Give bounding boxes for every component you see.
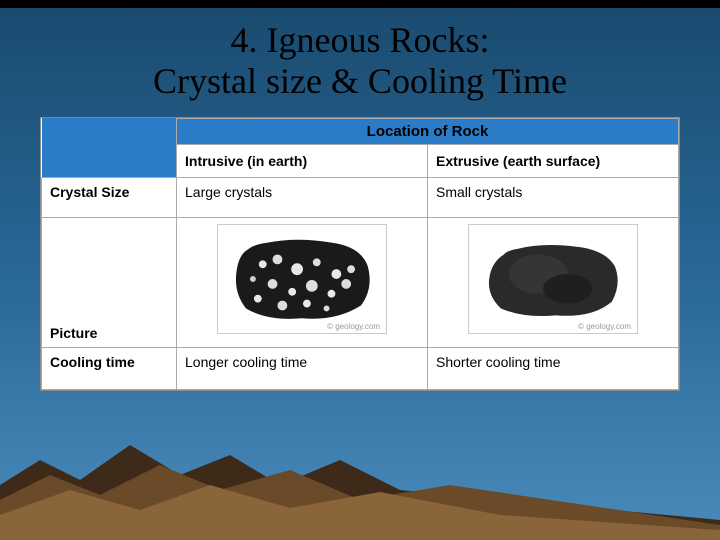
basalt-rock-icon: © geology.com bbox=[468, 224, 638, 334]
mountain-decoration-icon bbox=[0, 430, 720, 540]
column-extrusive: Extrusive (earth surface) bbox=[428, 144, 679, 177]
cell-crystal-intrusive: Large crystals bbox=[177, 177, 428, 217]
column-intrusive: Intrusive (in earth) bbox=[177, 144, 428, 177]
cell-cooling-intrusive: Longer cooling time bbox=[177, 347, 428, 389]
image-credit: © geology.com bbox=[578, 322, 631, 331]
table-corner-blank2 bbox=[42, 144, 177, 177]
row-picture: Picture bbox=[42, 217, 177, 347]
image-credit: © geology.com bbox=[327, 322, 380, 331]
slide-title: 4. Igneous Rocks:Crystal size & Cooling … bbox=[0, 8, 720, 117]
cell-picture-extrusive: © geology.com bbox=[428, 217, 679, 347]
table-row: Picture © geology.com bbox=[42, 217, 679, 347]
table-corner-blank bbox=[42, 118, 177, 144]
table-row: Cooling time Longer cooling time Shorter… bbox=[42, 347, 679, 389]
cell-picture-intrusive: © geology.com bbox=[177, 217, 428, 347]
cell-crystal-extrusive: Small crystals bbox=[428, 177, 679, 217]
row-cooling-time: Cooling time bbox=[42, 347, 177, 389]
comparison-table: Location of Rock Intrusive (in earth) Ex… bbox=[40, 117, 680, 391]
table-row: Crystal Size Large crystals Small crysta… bbox=[42, 177, 679, 217]
diorite-rock-icon: © geology.com bbox=[217, 224, 387, 334]
cell-cooling-extrusive: Shorter cooling time bbox=[428, 347, 679, 389]
row-crystal-size: Crystal Size bbox=[42, 177, 177, 217]
location-header: Location of Rock bbox=[177, 118, 679, 144]
